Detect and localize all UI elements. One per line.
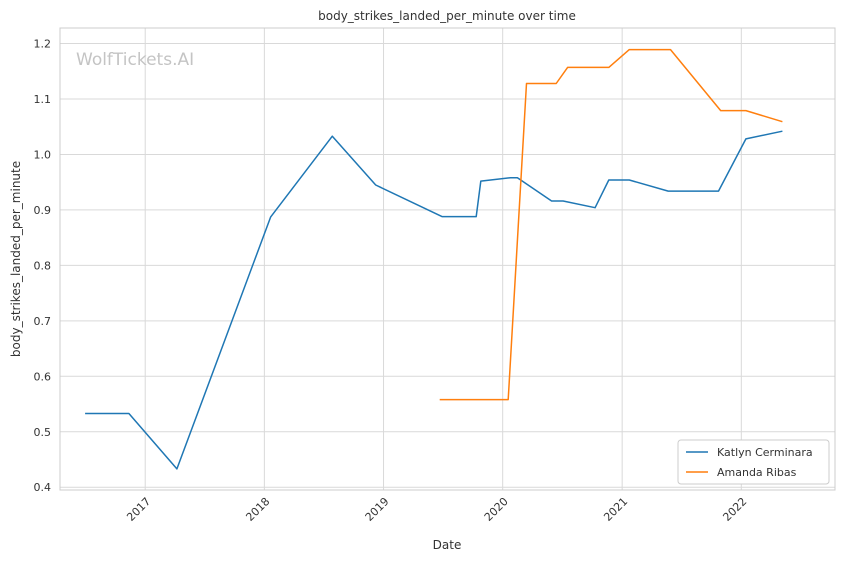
data-point-katlyn-cerminara (479, 180, 482, 183)
y-tick-label: 0.7 (34, 315, 52, 328)
data-point-katlyn-cerminara (175, 467, 178, 470)
data-point-amanda-ribas (744, 109, 747, 112)
data-point-katlyn-cerminara (509, 176, 512, 179)
legend: Katlyn Cerminara Amanda Ribas (677, 439, 830, 485)
data-point-amanda-ribas (719, 109, 722, 112)
y-tick-label: 1.0 (34, 148, 52, 161)
watermark: WolfTickets.AI (76, 50, 194, 70)
data-point-katlyn-cerminara (84, 412, 87, 415)
legend-label-katlyn-cerminara: Katlyn Cerminara (717, 446, 813, 459)
data-point-katlyn-cerminara (607, 179, 610, 182)
y-tick-label: 0.8 (34, 259, 52, 272)
data-point-amanda-ribas (781, 120, 784, 123)
data-point-amanda-ribas (525, 82, 528, 85)
data-point-katlyn-cerminara (127, 412, 130, 415)
plot-frame (59, 27, 836, 491)
y-tick-label: 1.2 (34, 38, 52, 51)
y-tick-label: 0.9 (34, 204, 52, 217)
data-point-katlyn-cerminara (628, 179, 631, 182)
x-axis-label: Date (433, 538, 462, 552)
chart-title: body_strikes_landed_per_minute over time (318, 9, 576, 23)
data-point-amanda-ribas (628, 48, 631, 51)
y-axis-label: body_strikes_landed_per_minute (9, 161, 23, 357)
data-point-katlyn-cerminara (331, 135, 334, 138)
y-tick-label: 0.4 (34, 481, 52, 494)
data-point-katlyn-cerminara (744, 137, 747, 140)
data-point-katlyn-cerminara (516, 176, 519, 179)
y-tick-label: 0.6 (34, 370, 52, 383)
y-tick-label: 0.5 (34, 426, 52, 439)
y-tick-label: 1.1 (34, 93, 52, 106)
data-point-katlyn-cerminara (550, 200, 553, 203)
data-point-katlyn-cerminara (781, 130, 784, 133)
series-lines (84, 48, 784, 470)
data-point-amanda-ribas (669, 48, 672, 51)
legend-label-amanda-ribas: Amanda Ribas (717, 466, 797, 479)
grid (60, 28, 835, 490)
series-line-amanda-ribas (439, 48, 783, 401)
data-point-amanda-ribas (438, 398, 441, 401)
data-point-katlyn-cerminara (374, 184, 377, 187)
data-point-katlyn-cerminara (667, 190, 670, 193)
legend-box (677, 439, 830, 485)
series-line-katlyn-cerminara (85, 130, 783, 470)
data-point-amanda-ribas (566, 66, 569, 69)
data-point-katlyn-cerminara (269, 216, 272, 219)
data-point-katlyn-cerminara (717, 190, 720, 193)
data-point-katlyn-cerminara (475, 215, 478, 218)
data-point-amanda-ribas (607, 66, 610, 69)
data-point-katlyn-cerminara (562, 200, 565, 203)
data-point-katlyn-cerminara (441, 215, 444, 218)
data-point-amanda-ribas (507, 398, 510, 401)
data-point-amanda-ribas (555, 82, 558, 85)
y-tick-labels: 0.4 0.5 0.6 0.7 0.8 0.9 1.0 1.1 1.2 (34, 38, 52, 495)
data-point-katlyn-cerminara (594, 206, 597, 209)
